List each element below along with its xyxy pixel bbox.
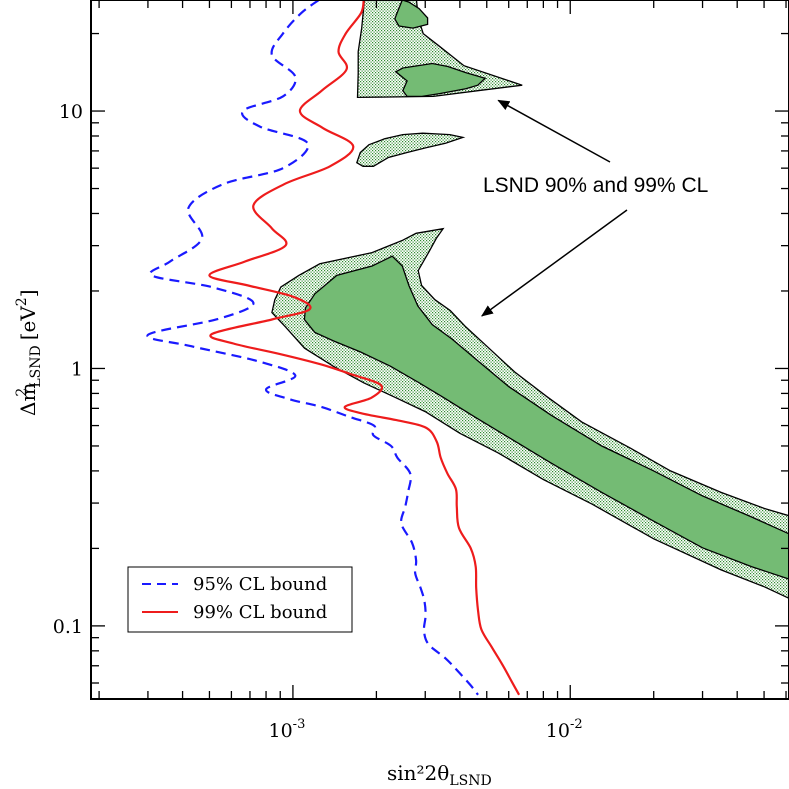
annotation-label: LSND 90% and 99% CL (483, 174, 708, 197)
confidence-regions (271, 0, 789, 600)
axis-ticks: 0.1 1 10 10-3 10-2 (53, 0, 789, 742)
region-90-cl-2 (394, 62, 487, 98)
region-99-cl-2 (356, 132, 466, 167)
curve-99-cl-bound (208, 0, 521, 696)
curve-95-cl-bound (146, 0, 479, 696)
y-tick-label: 0.1 (53, 616, 83, 638)
x-tick-label: 10-3 (268, 717, 305, 742)
y-tick-label: 1 (71, 358, 83, 380)
annotation: LSND 90% and 99% CL (481, 99, 708, 317)
x-axis-label-sub: LSND (449, 773, 491, 789)
region-90-cl-3 (303, 255, 789, 580)
legend-label-99: 99% CL bound (193, 602, 327, 623)
region-90-cl-1 (394, 0, 429, 29)
y-axis-label-sup: 2 (14, 388, 30, 397)
y-tick-label: 10 (59, 101, 83, 123)
plot-frame (90, 0, 789, 700)
y-axis-label: Δm2LSND[eV2] (14, 289, 44, 416)
x-axis-label: sin²2θLSND (387, 761, 492, 789)
annotation-arrow (481, 209, 628, 317)
bound-curves (146, 0, 521, 696)
legend-label-95: 95% CL bound (193, 574, 327, 595)
x-tick-label: 10-2 (546, 717, 583, 742)
y-axis-label-sub: LSND (28, 345, 44, 387)
annotation-arrow (497, 99, 611, 163)
legend: 95% CL bound 99% CL bound (127, 566, 353, 633)
legend-box (127, 566, 353, 633)
